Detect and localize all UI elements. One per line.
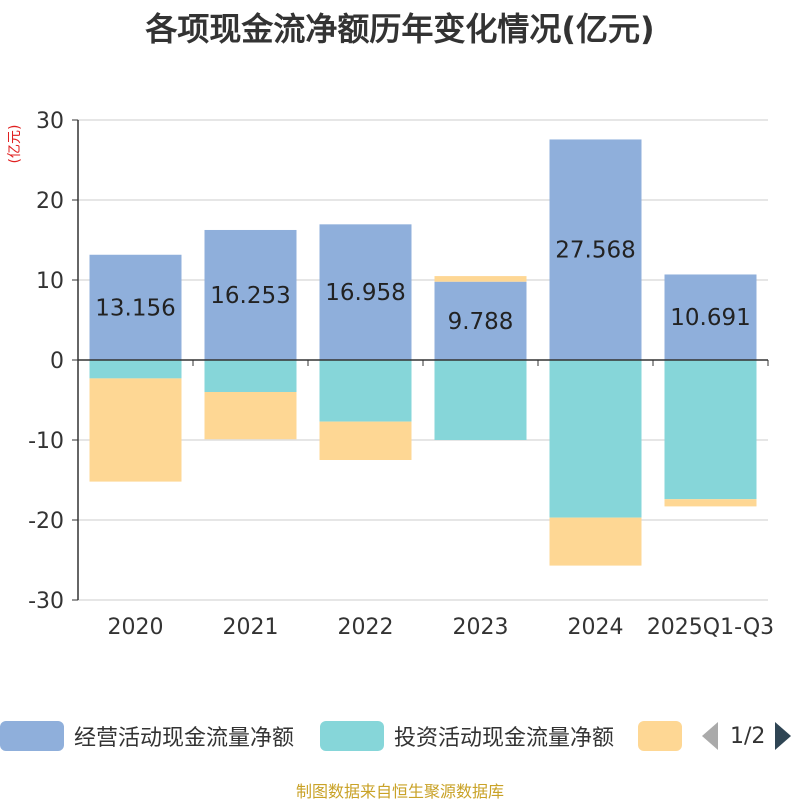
bar-operating-2020[interactable] — [89, 254, 182, 360]
y-tick-label: 30 — [36, 109, 64, 134]
chart-plot: 30 20 10 0 -10 -20 -30 2020 2021 2022 2023 2024 2025… — [28, 109, 774, 640]
bar-financing-2024[interactable] — [549, 517, 642, 566]
data-label: 9.788 — [448, 309, 514, 335]
x-tick-label: 2023 — [453, 615, 509, 640]
legend-item-financing[interactable] — [638, 716, 682, 756]
bar-operating-2021[interactable] — [204, 229, 297, 360]
bars-layer — [89, 139, 757, 566]
y-tick-label: -30 — [28, 589, 64, 614]
bar-financing-2025Q1-Q3[interactable] — [664, 499, 757, 507]
x-tick-label: 2025Q1-Q3 — [647, 615, 774, 640]
bar-investing-2022[interactable] — [319, 360, 412, 422]
legend-pager: 1/2 — [700, 716, 800, 756]
bar-operating-2023[interactable] — [434, 281, 527, 360]
bar-operating-2025Q1-Q3[interactable] — [664, 274, 757, 360]
legend-page-number: 1/2 — [730, 723, 766, 749]
legend-item-investing[interactable]: 投资活动现金流量净额 — [320, 716, 614, 756]
legend-swatch-investing — [320, 721, 384, 751]
legend-label-investing: 投资活动现金流量净额 — [394, 726, 615, 751]
next-page-icon[interactable] — [775, 722, 792, 750]
bar-investing-2024[interactable] — [549, 360, 642, 518]
data-label: 10.691 — [670, 305, 750, 331]
legend-swatch-financing — [638, 721, 682, 751]
bar-financing-2022[interactable] — [319, 421, 412, 460]
y-tick-label: -20 — [28, 509, 64, 534]
legend-item-operating[interactable]: 经营活动现金流量净额 — [0, 716, 294, 756]
legend: 经营活动现金流量净额 投资活动现金流量净额 1/2 — [0, 716, 800, 756]
bar-financing-2021[interactable] — [204, 392, 297, 440]
bar-investing-2021[interactable] — [204, 360, 297, 392]
data-labels-layer: 13.156 16.253 16.958 9.788 27.568 10.691 — [95, 238, 750, 335]
y-tick-label: 20 — [36, 189, 64, 214]
bar-financing-2020[interactable] — [89, 378, 182, 482]
bar-investing-2020[interactable] — [89, 360, 182, 379]
data-label: 13.156 — [95, 295, 175, 321]
y-tick-label: -10 — [28, 429, 64, 454]
prev-page-icon[interactable] — [702, 722, 718, 750]
grid-layer — [78, 119, 768, 601]
data-source-note: 制图数据来自恒生聚源数据库 — [295, 782, 504, 801]
data-label: 16.253 — [210, 283, 290, 309]
bar-financing-2023[interactable] — [434, 276, 527, 282]
data-label: 16.958 — [325, 280, 405, 306]
bar-operating-2022[interactable] — [319, 224, 412, 360]
x-tick-label: 2020 — [108, 615, 164, 640]
legend-swatch-operating — [0, 721, 64, 751]
chart-title: 各项现金流净额历年变化情况(亿元) — [145, 10, 655, 48]
x-tick-label: 2022 — [338, 615, 394, 640]
axis-layer: 30 20 10 0 -10 -20 -30 2020 2021 2022 2023 2024 2025… — [28, 109, 774, 640]
x-tick-label: 2024 — [568, 615, 624, 640]
legend-label-operating: 经营活动现金流量净额 — [74, 726, 295, 751]
x-tick-label: 2021 — [223, 615, 279, 640]
bar-investing-2025Q1-Q3[interactable] — [664, 360, 757, 500]
bar-operating-2024[interactable] — [549, 139, 642, 360]
bar-investing-2023[interactable] — [434, 360, 527, 440]
y-tick-label: 10 — [36, 269, 64, 294]
data-label: 27.568 — [555, 238, 635, 264]
y-tick-label: 0 — [50, 349, 64, 374]
